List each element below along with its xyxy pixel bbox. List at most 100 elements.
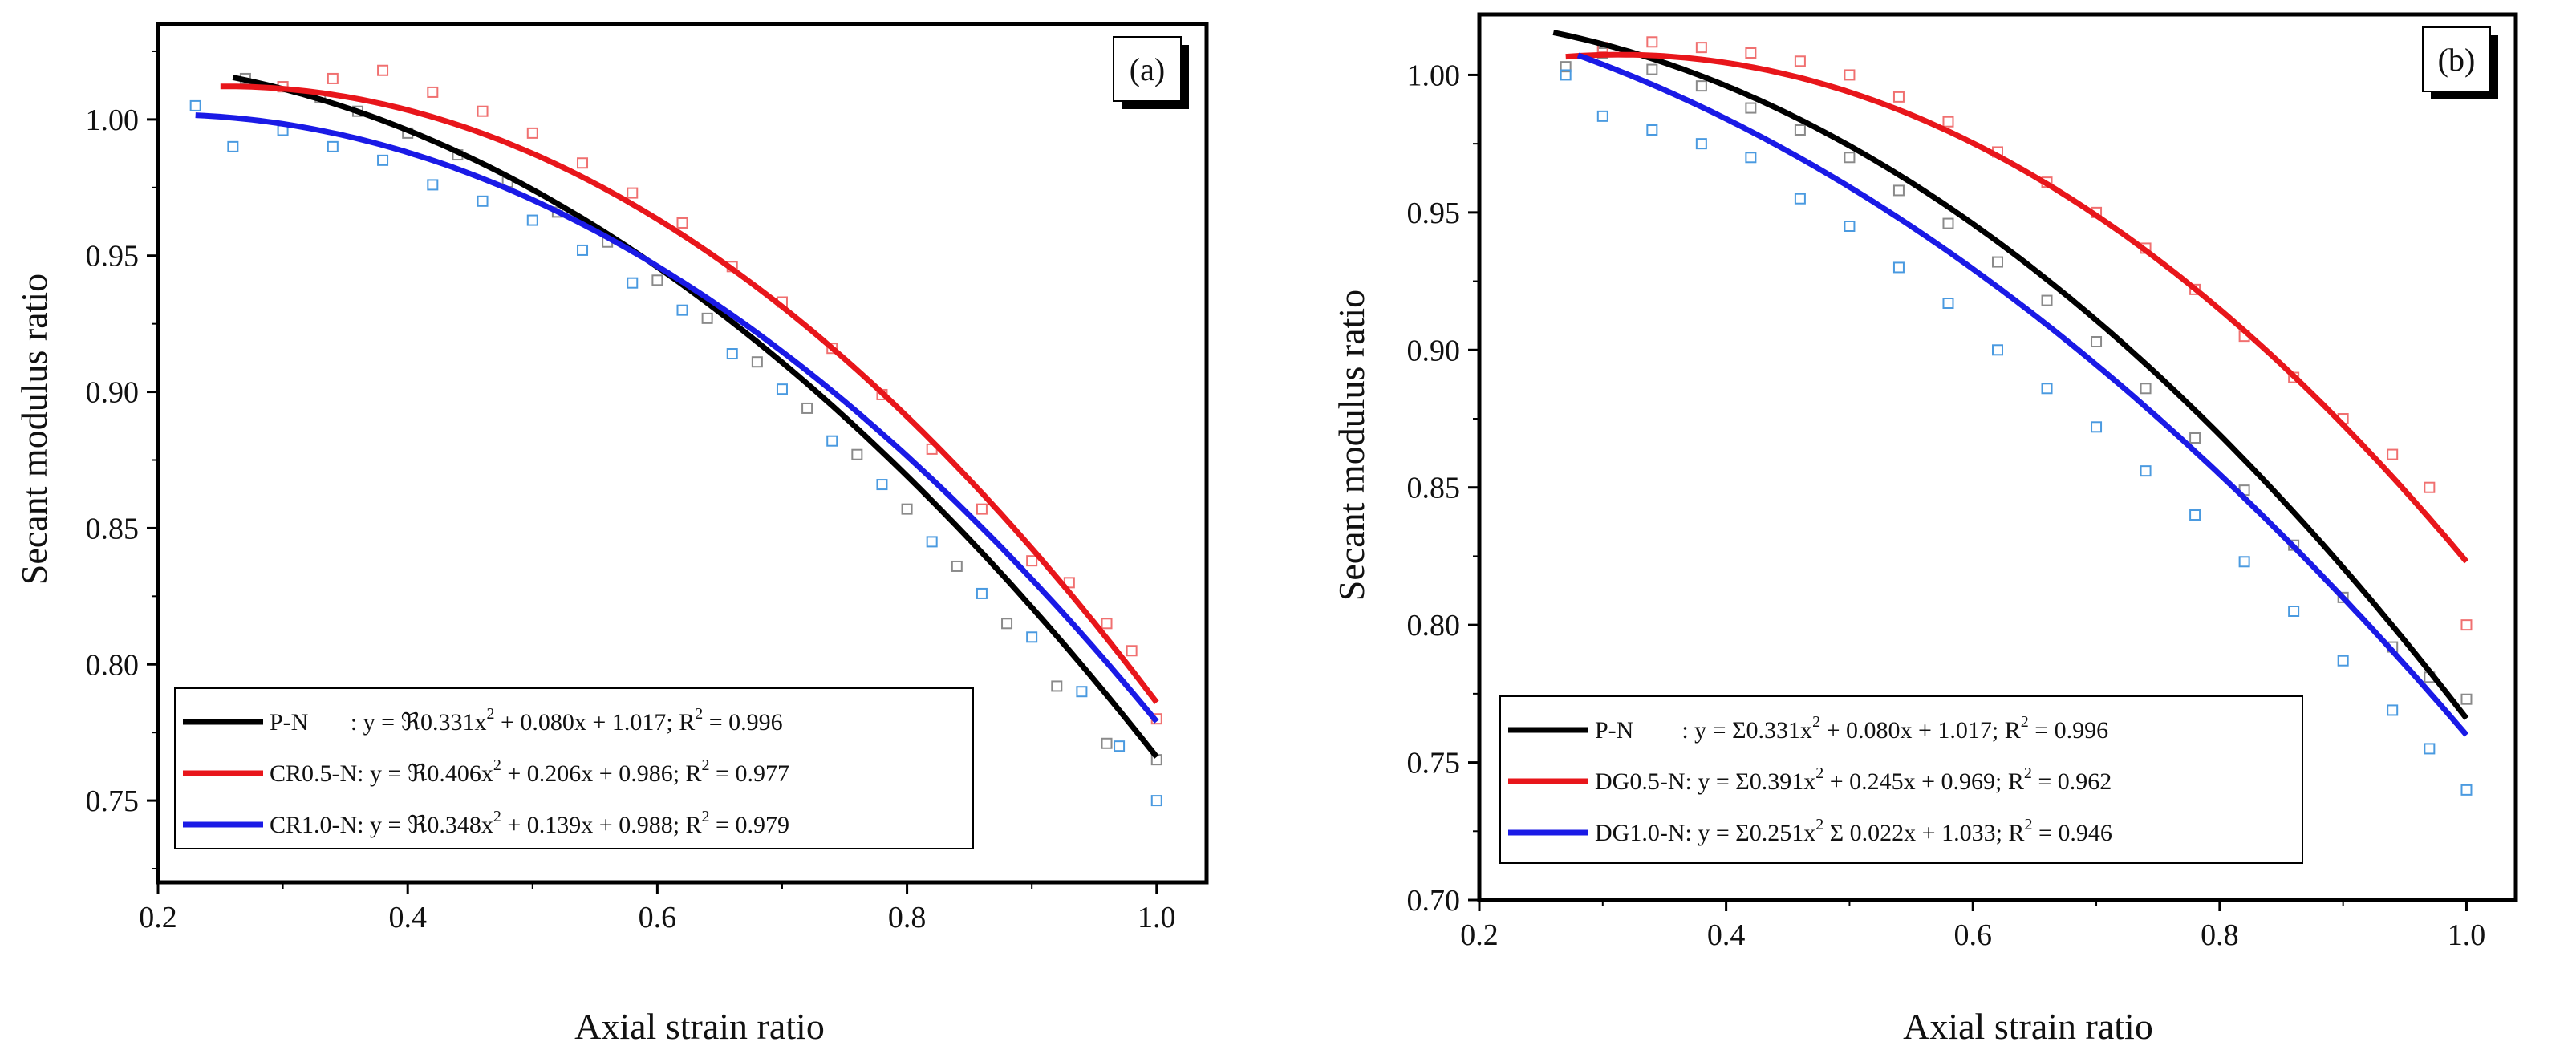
panel-b-scatter-point [1892, 184, 1905, 197]
panel-a-legend-entry: P-N : y = ℜ0.331x2 + 0.080x + 1.017; R2 … [270, 705, 783, 736]
panel-a-fit-line-cr05-n [220, 83, 1159, 704]
legend-text-part: = 0.962 [2032, 768, 2112, 795]
panel-a-scatter-point [976, 503, 988, 515]
panel-a-y-tick-label: 1.00 [86, 103, 140, 137]
panel-a-scatter-point [227, 140, 239, 152]
panel-a-scatter-point [826, 435, 838, 447]
panel-a-scatter-point [1126, 645, 1138, 657]
panel-b-scatter-point [1695, 80, 1707, 92]
panel-a-scatter-point [751, 356, 763, 368]
panel-b-scatter-point [1992, 256, 2003, 268]
panel-b-x-tick-label: 0.2 [1460, 918, 1499, 952]
panel-b-x-tick-label: 0.4 [1707, 918, 1746, 952]
panel-a-chart: Secant modulus ratio Axial strain ratio … [14, 22, 1209, 1047]
panel-a-scatter-point [477, 195, 489, 207]
panel-b-scatter-point [1844, 152, 1856, 164]
legend-superscript: 2 [2021, 713, 2029, 731]
legend-text-part: = 0.946 [2032, 820, 2112, 846]
panel-b-fit-line-dg10-n [1576, 52, 2469, 737]
panel-b-plot-frame [1477, 12, 2518, 902]
panel-a-x-tick-label: 1.0 [1138, 901, 1176, 934]
panel-b-scatter-point [1892, 91, 1905, 103]
panel-a-scatter-point [377, 154, 389, 166]
panel-b-scatter-point [1992, 344, 2003, 356]
legend-superscript: 2 [493, 756, 501, 774]
panel-a-scatter-point [1026, 555, 1038, 567]
panel-a-scatter-point [1026, 631, 1038, 643]
panel-b-y-tick-label: 0.90 [1407, 334, 1461, 367]
panel-b-x-tick-label: 0.8 [2201, 918, 2239, 952]
panel-a-scatter-point [477, 105, 489, 117]
panel-b-scatter-point [1942, 298, 1954, 309]
panel-b-fit-line-dg05-n [1565, 51, 2469, 564]
panel-b-scatter-point [2140, 465, 2152, 477]
panel-b-scatter-point [1646, 124, 1658, 136]
panel-b-legend-entry: DG0.5-N: y = Σ0.391x2 + 0.245x + 0.969; … [1595, 764, 2112, 795]
panel-b-scatter-point [2288, 606, 2300, 617]
panel-a-scatter-point [627, 187, 639, 199]
panel-b-label-box [2422, 26, 2491, 92]
panel-a-scatter-point [377, 64, 389, 76]
legend-superscript: 2 [702, 756, 710, 774]
panel-b-scatter-point [1794, 124, 1806, 136]
panel-b-scatter-point [2041, 294, 2053, 306]
legend-text-part: = 0.996 [703, 709, 782, 736]
panel-a-scatter-point [327, 140, 339, 152]
legend-superscript: 2 [2024, 816, 2032, 833]
panel-a-scatter-point [577, 157, 589, 169]
panel-a-scatter-point [776, 383, 788, 395]
panel-b-scatter-point [2091, 421, 2103, 433]
panel-b-legend-entry: DG1.0-N: y = Σ0.251x2 Σ 0.022x + 1.033; … [1595, 816, 2112, 846]
panel-a-scatter-point [851, 448, 863, 460]
panel-b-x-axis-label: Axial strain ratio [1903, 1006, 2153, 1047]
panel-b-scatter-point [2238, 556, 2250, 568]
panel-b-scatter-point [2337, 655, 2349, 667]
legend-text-part: = 0.996 [2029, 717, 2108, 744]
panel-b-scatter-point [1646, 36, 1658, 48]
panel-a-scatter-point [1051, 680, 1063, 692]
panel-b-scatter-point [2460, 693, 2473, 705]
panel-a-scatter-point [676, 304, 688, 316]
panel-a-legend-entry: CR1.0-N: y = ℜ0.348x2 + 0.139x + 0.988; … [270, 808, 789, 838]
panel-b-scatter-point [1695, 138, 1707, 150]
panel-a-x-tick-label: 0.6 [639, 901, 677, 934]
panel-b-scatter-point [2091, 336, 2103, 347]
panel-a-y-tick-label: 0.85 [86, 512, 140, 545]
legend-text-part: DG1.0-N: y = Σ0.251x [1595, 820, 1815, 846]
panel-b-scatter-point [2424, 481, 2436, 493]
legend-superscript: 2 [695, 705, 703, 723]
legend-superscript: 2 [1815, 764, 1823, 782]
legend-text-part: DG0.5-N: y = Σ0.391x [1595, 768, 1815, 795]
panel-b-chart: Secant modulus ratio Axial strain ratio … [1331, 12, 2518, 1047]
panel-a-scatter-point [676, 217, 688, 229]
panel-a-scatter-point [526, 214, 538, 226]
panel-a-scatter-point [1076, 686, 1088, 698]
panel-a-x-tick-label: 0.4 [388, 901, 427, 934]
legend-text-part: + 0.139x + 0.988; R [501, 812, 702, 838]
legend-text-part: + 0.206x + 0.986; R [501, 760, 702, 787]
panel-b-scatter-point [2041, 383, 2053, 395]
panel-b-scatter-point [2460, 784, 2473, 796]
panel-a-panel-label: (a) [1130, 51, 1165, 87]
legend-superscript: 2 [487, 705, 495, 723]
panel-b-data-layer [1552, 30, 2473, 796]
legend-superscript: 2 [493, 808, 501, 825]
legend-text-part: = 0.977 [710, 760, 789, 787]
panel-b-y-tick-label: 1.00 [1407, 59, 1461, 92]
panel-a-fit-line-cr10-n [195, 112, 1159, 724]
panel-a-scatter-point [976, 587, 988, 599]
panel-a-scatter-point [801, 402, 813, 414]
panel-b-scatter-point [1560, 61, 1572, 73]
panel-a-x-tick-label: 0.2 [139, 901, 177, 934]
legend-text-part: = 0.979 [710, 812, 789, 838]
panel-b-scatter-point [1745, 102, 1757, 114]
panel-a-scatter-point [826, 343, 838, 355]
panel-a-scatter-point [427, 179, 439, 191]
legend-text-part: CR1.0-N: y = ℜ0.348x [270, 812, 493, 838]
panel-b-scatter-point [1596, 110, 1608, 122]
panel-b-scatter-point [1745, 47, 1757, 59]
panel-b-x-tick-label: 0.6 [1953, 918, 1992, 952]
panel-a-scatter-point [1114, 740, 1126, 752]
panel-b-scatter-point [1844, 221, 1856, 232]
panel-a-fit-line-p-n [232, 75, 1159, 759]
